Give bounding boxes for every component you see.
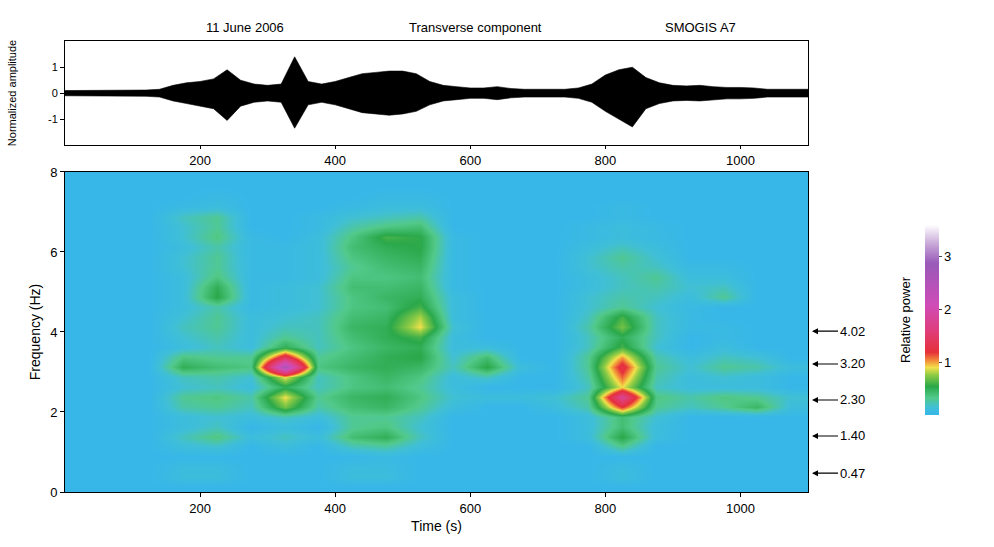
- svg-text:200: 200: [189, 153, 211, 168]
- svg-text:400: 400: [324, 501, 346, 516]
- svg-text:SMOGIS A7: SMOGIS A7: [665, 20, 736, 35]
- svg-text:Time (s): Time (s): [411, 518, 462, 534]
- svg-text:-1: -1: [48, 113, 58, 125]
- svg-text:4: 4: [50, 325, 57, 340]
- svg-text:1: 1: [52, 61, 58, 73]
- svg-text:4.02: 4.02: [840, 324, 865, 339]
- svg-text:1000: 1000: [726, 501, 755, 516]
- svg-text:Frequency (Hz): Frequency (Hz): [27, 284, 43, 380]
- svg-text:0.47: 0.47: [840, 466, 865, 481]
- svg-text:11 June 2006: 11 June 2006: [206, 20, 284, 35]
- svg-text:Relative power: Relative power: [898, 276, 913, 363]
- svg-text:1.40: 1.40: [840, 428, 865, 443]
- svg-text:2.30: 2.30: [840, 392, 865, 407]
- svg-text:8: 8: [50, 165, 57, 180]
- svg-text:0: 0: [50, 485, 57, 500]
- svg-text:2: 2: [944, 302, 951, 317]
- svg-text:200: 200: [189, 501, 211, 516]
- svg-text:800: 800: [595, 153, 617, 168]
- svg-text:600: 600: [459, 501, 481, 516]
- svg-text:3.20: 3.20: [840, 356, 865, 371]
- svg-text:400: 400: [324, 153, 346, 168]
- svg-text:Normalized amplitude: Normalized amplitude: [6, 40, 18, 146]
- svg-text:600: 600: [459, 153, 481, 168]
- svg-text:3: 3: [944, 249, 951, 264]
- svg-text:1: 1: [944, 355, 951, 370]
- svg-text:2: 2: [50, 405, 57, 420]
- svg-text:0: 0: [52, 87, 58, 99]
- svg-text:800: 800: [595, 501, 617, 516]
- svg-text:Transverse component: Transverse component: [409, 20, 542, 35]
- svg-text:1000: 1000: [726, 153, 755, 168]
- svg-text:6: 6: [50, 245, 57, 260]
